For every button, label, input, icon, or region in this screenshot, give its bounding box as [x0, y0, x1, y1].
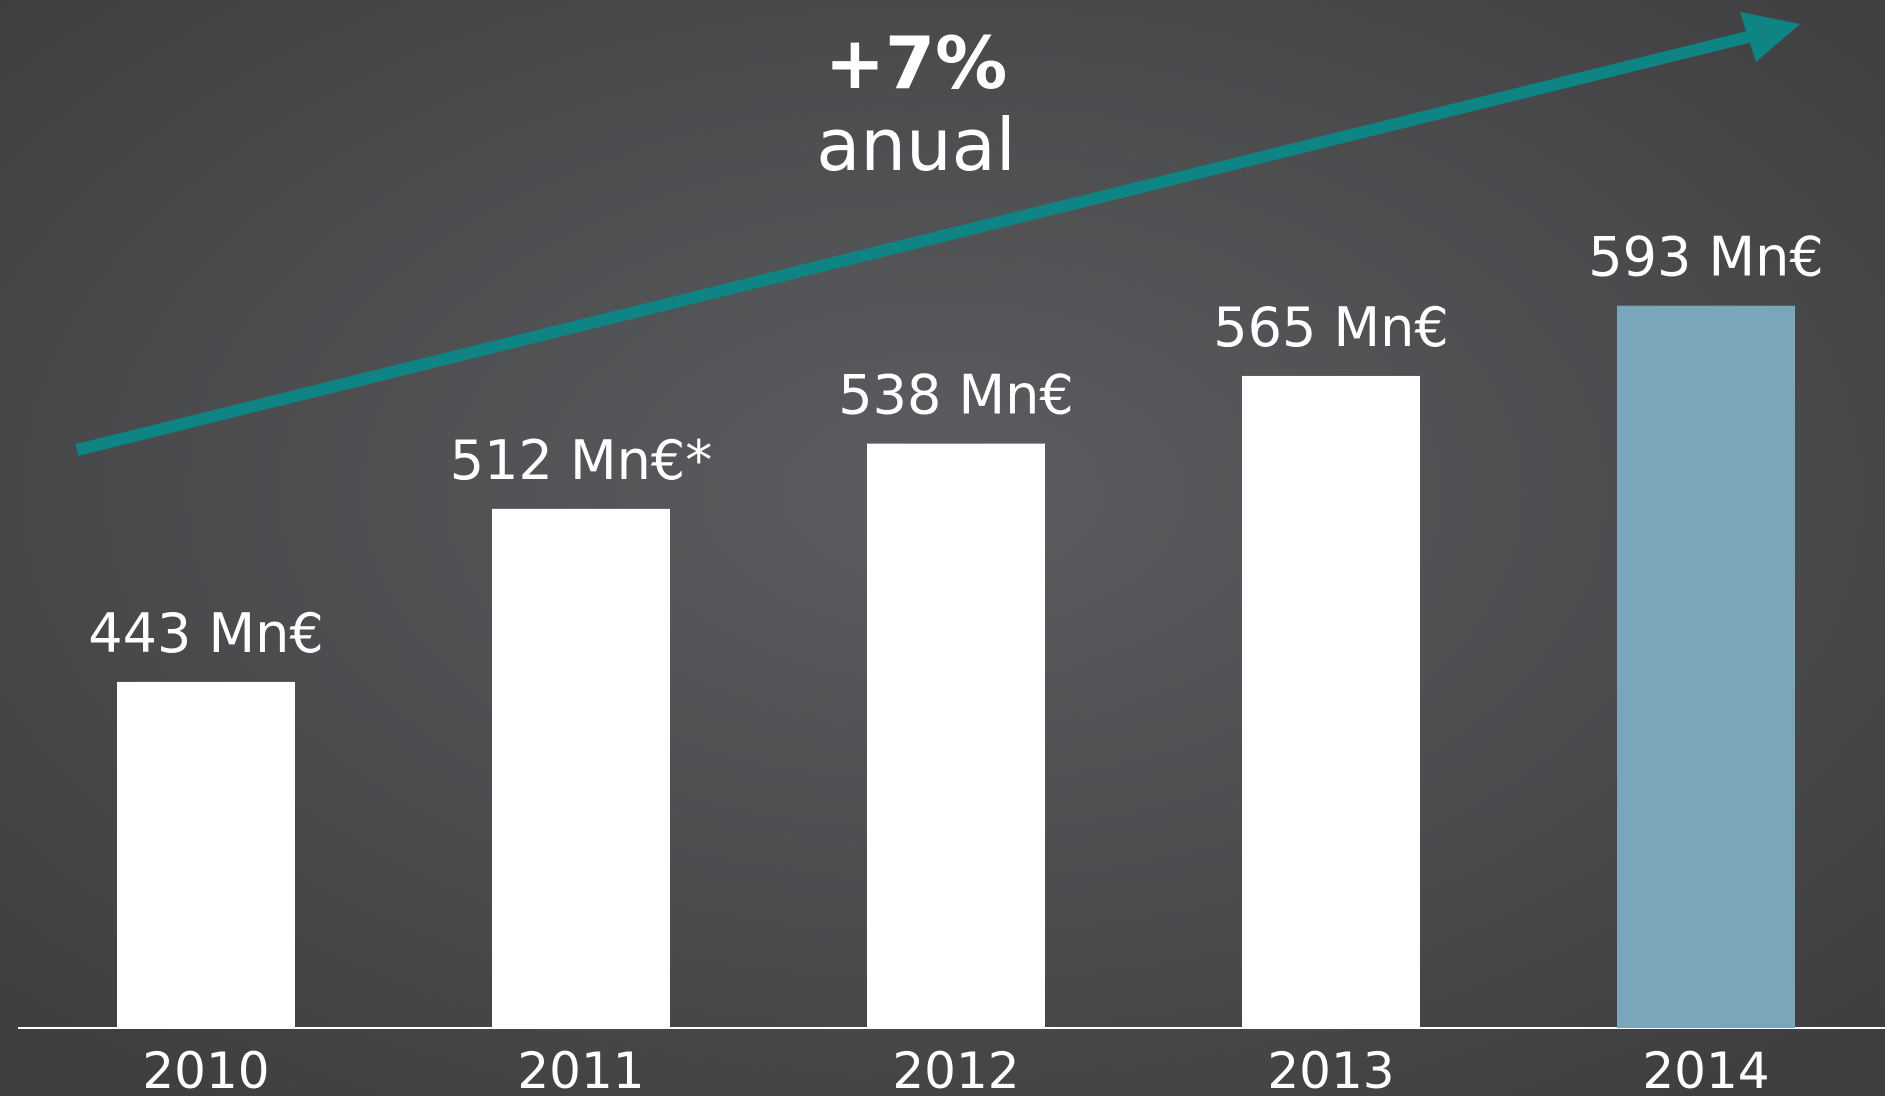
value-label: 593 Mn€	[1588, 226, 1823, 289]
x-tick-label: 2013	[1267, 1042, 1394, 1096]
growth-annotation: +7%	[825, 21, 1008, 105]
bar	[492, 508, 670, 1028]
trend-arrow	[75, 28, 1762, 456]
bar	[1617, 305, 1795, 1028]
x-tick-label: 2014	[1642, 1042, 1769, 1096]
arrow-head	[1740, 12, 1800, 62]
bar	[867, 443, 1045, 1029]
growth-annotation-sub: anual	[816, 103, 1016, 187]
x-tick-label: 2010	[142, 1042, 269, 1096]
bar	[117, 681, 295, 1028]
value-label: 565 Mn€	[1213, 296, 1448, 359]
x-tick-label: 2011	[517, 1042, 644, 1096]
value-label: 538 Mn€	[838, 364, 1073, 427]
bar	[1242, 375, 1420, 1028]
x-tick-label: 2012	[892, 1042, 1019, 1096]
value-label: 443 Mn€	[88, 602, 323, 665]
value-label: 512 Mn€*	[450, 429, 712, 492]
